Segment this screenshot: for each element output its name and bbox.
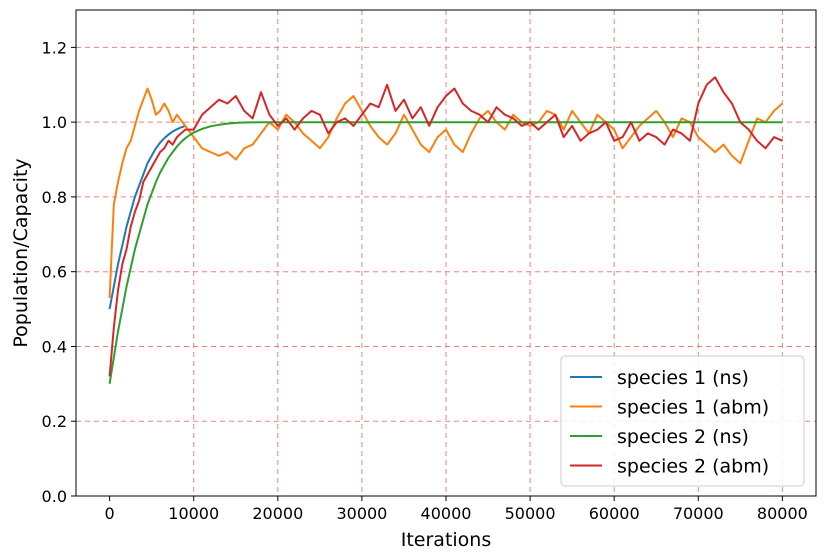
x-tick-label: 80000 [757, 504, 808, 523]
series-line-species-1-ns [108, 124, 186, 310]
x-tick-label: 40000 [421, 504, 472, 523]
x-axis-ticks: 0 10000 20000 30000 40000 50000 60000 70000 8000… [105, 496, 808, 523]
x-axis-label: Iterations [401, 529, 492, 551]
series-line-species-2-abm [108, 76, 783, 377]
y-tick-label: 0.4 [42, 337, 67, 356]
x-tick-label: 20000 [252, 504, 303, 523]
y-axis-label: Population/Capacity [10, 158, 32, 347]
legend-label: species 1 (ns) [617, 367, 749, 389]
y-tick-label: 0.8 [42, 188, 67, 207]
y-axis-ticks: 0.0 0.2 0.4 0.6 0.8 1.0 1.2 [42, 38, 76, 506]
x-tick-label: 10000 [168, 504, 219, 523]
y-tick-label: 0.2 [42, 412, 67, 431]
legend-box [560, 355, 805, 487]
series-line-species-1-abm [108, 87, 784, 298]
x-tick-label: 0 [105, 504, 115, 523]
series-line-species-2-ns [108, 121, 783, 384]
x-tick-label: 70000 [673, 504, 724, 523]
legend: species 1 (ns) species 1 (abm) species 2 (… [560, 355, 805, 487]
y-tick-label: 1.2 [42, 38, 67, 57]
x-tick-label: 50000 [505, 504, 556, 523]
legend-label: species 2 (abm) [617, 456, 769, 478]
y-tick-label: 0.6 [42, 263, 67, 282]
legend-label: species 2 (ns) [617, 426, 749, 448]
series-lines [108, 76, 784, 384]
x-tick-label: 60000 [589, 504, 640, 523]
x-tick-label: 30000 [336, 504, 387, 523]
legend-label: species 1 (abm) [617, 397, 769, 419]
y-tick-label: 1.0 [42, 113, 67, 132]
y-tick-label: 0.0 [42, 487, 67, 506]
